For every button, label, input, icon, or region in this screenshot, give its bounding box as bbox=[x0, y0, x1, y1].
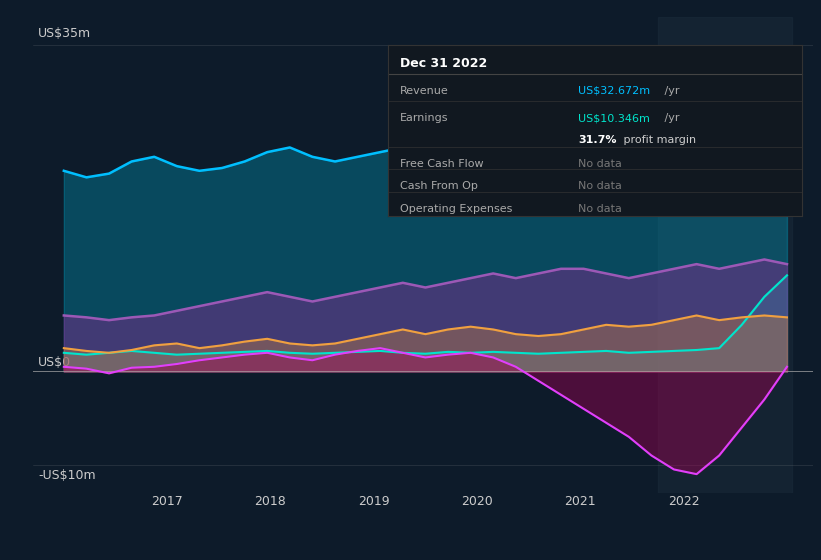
Text: Revenue: Revenue bbox=[400, 86, 449, 96]
Text: US$32.672m: US$32.672m bbox=[578, 86, 650, 96]
Text: 2017: 2017 bbox=[151, 494, 183, 508]
Text: No data: No data bbox=[578, 204, 622, 214]
Text: Earnings: Earnings bbox=[400, 113, 448, 123]
Text: 2021: 2021 bbox=[565, 494, 596, 508]
Text: US$10.346m: US$10.346m bbox=[578, 113, 650, 123]
Text: Cash From Op: Cash From Op bbox=[400, 181, 478, 192]
Text: Dec 31 2022: Dec 31 2022 bbox=[400, 57, 487, 70]
Text: profit margin: profit margin bbox=[620, 136, 696, 146]
Text: 2022: 2022 bbox=[667, 494, 699, 508]
Text: 2018: 2018 bbox=[255, 494, 287, 508]
Text: -US$10m: -US$10m bbox=[38, 469, 95, 483]
Text: US$35m: US$35m bbox=[38, 27, 91, 40]
Text: US$0: US$0 bbox=[38, 356, 71, 368]
Text: /yr: /yr bbox=[661, 113, 680, 123]
Text: 2020: 2020 bbox=[461, 494, 493, 508]
Text: Operating Expenses: Operating Expenses bbox=[400, 204, 512, 214]
Bar bbox=[658, 17, 792, 493]
Text: 31.7%: 31.7% bbox=[578, 136, 617, 146]
Text: No data: No data bbox=[578, 181, 622, 192]
Text: No data: No data bbox=[578, 159, 622, 169]
Text: 2019: 2019 bbox=[358, 494, 389, 508]
Text: /yr: /yr bbox=[661, 86, 680, 96]
Text: Free Cash Flow: Free Cash Flow bbox=[400, 159, 484, 169]
